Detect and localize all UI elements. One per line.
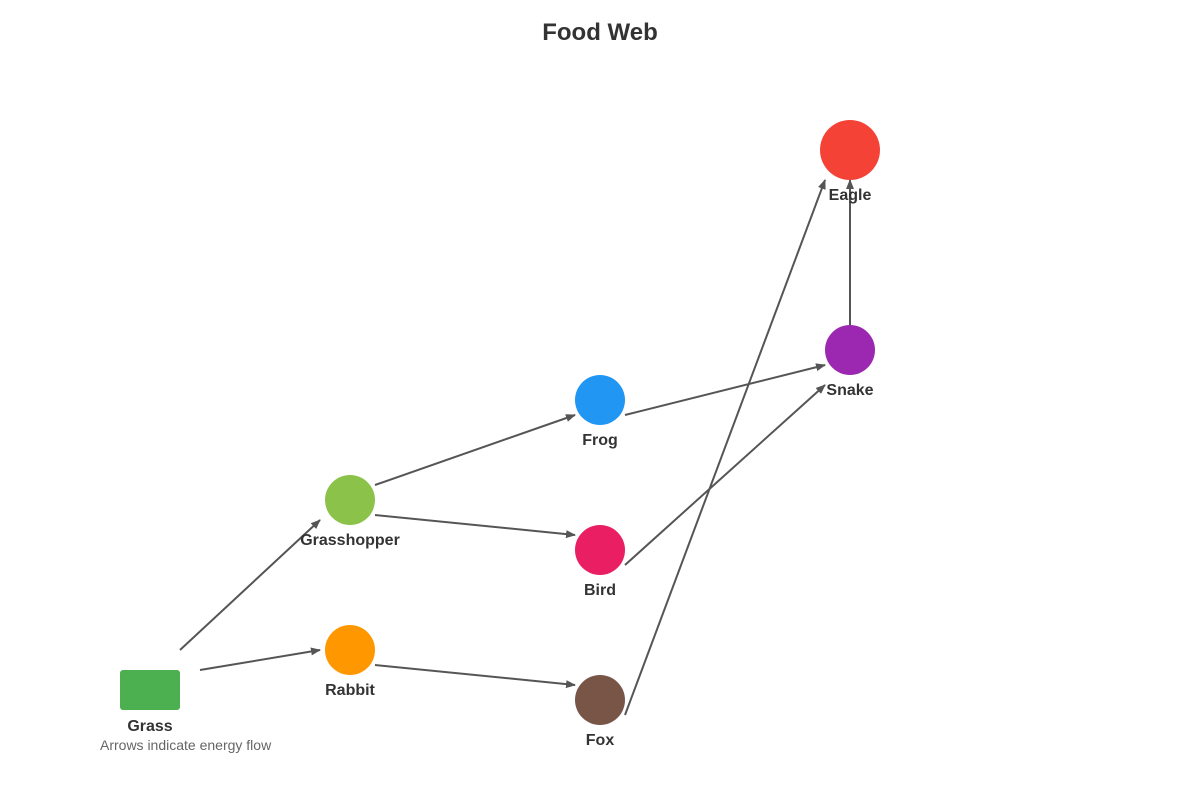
node-grasshopper: Grasshopper	[300, 475, 400, 549]
node-bird-label: Bird	[584, 582, 616, 599]
edge-fox-to-eagle	[624, 179, 826, 716]
node-grass-label: Grass	[127, 718, 172, 735]
node-snake: Snake	[825, 325, 875, 399]
node-snake-shape	[825, 325, 875, 375]
edge-grass-to-grasshopper	[179, 519, 321, 651]
node-grass: Grass	[120, 670, 180, 735]
node-frog: Frog	[575, 375, 625, 449]
node-eagle-label: Eagle	[829, 187, 872, 204]
edge-grass-to-rabbit	[199, 647, 321, 671]
edge-frog-to-snake	[624, 363, 826, 416]
node-grasshopper-shape	[325, 475, 375, 525]
edges-layer	[179, 179, 854, 716]
node-rabbit: Rabbit	[325, 625, 376, 699]
edge-grasshopper-to-frog	[374, 414, 576, 486]
node-frog-shape	[575, 375, 625, 425]
node-rabbit-label: Rabbit	[325, 682, 375, 699]
node-fox: Fox	[575, 675, 625, 749]
diagram-title: Food Web	[542, 19, 658, 46]
caption: Arrows indicate energy flow	[100, 737, 272, 753]
edge-grasshopper-to-bird	[374, 514, 576, 539]
nodes-layer: Grass Grasshopper Rabbit Frog Bird Fox Snake Ea…	[120, 120, 880, 749]
node-grass-shape	[120, 670, 180, 710]
node-snake-label: Snake	[826, 382, 873, 399]
edge-bird-to-snake	[624, 384, 826, 566]
node-fox-shape	[575, 675, 625, 725]
node-fox-label: Fox	[586, 732, 615, 749]
node-bird: Bird	[575, 525, 625, 599]
node-frog-label: Frog	[582, 432, 618, 449]
node-bird-shape	[575, 525, 625, 575]
node-grasshopper-label: Grasshopper	[300, 532, 400, 549]
node-eagle: Eagle	[820, 120, 880, 204]
node-eagle-shape	[820, 120, 880, 180]
node-rabbit-shape	[325, 625, 375, 675]
edge-rabbit-to-fox	[374, 664, 576, 689]
